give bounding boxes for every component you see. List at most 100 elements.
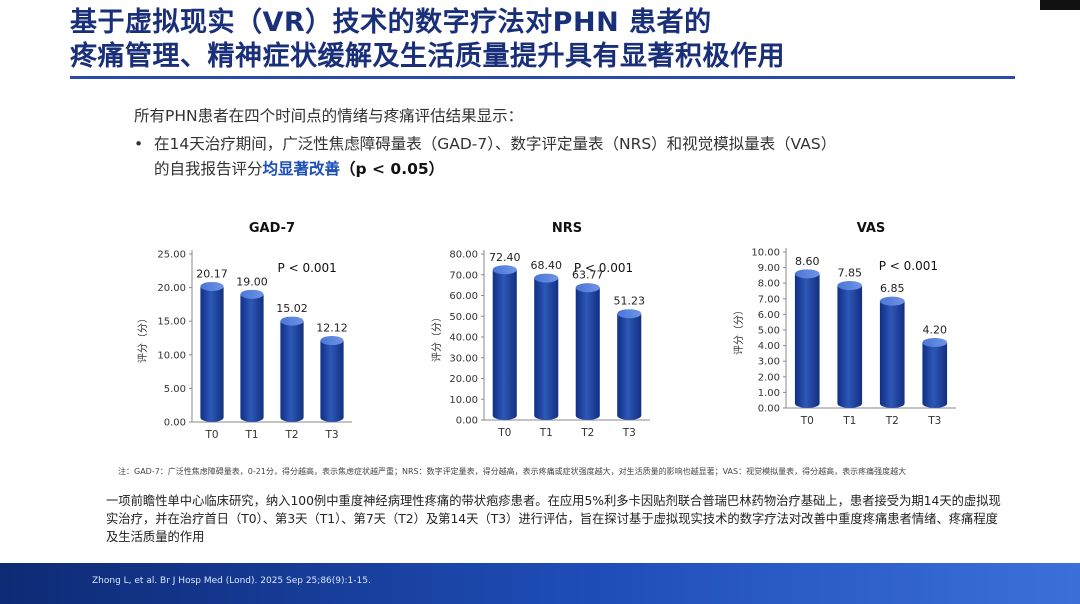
chart-gad7-value-label: 12.12 xyxy=(316,322,348,335)
chart-gad7-bar-top xyxy=(200,281,224,291)
chart-gad7-y-tick-label: 0.00 xyxy=(164,418,186,429)
title-divider xyxy=(70,76,1015,79)
slide-title-line1: 基于虚拟现实（VR）技术的数字疗法对PHN 患者的 xyxy=(70,7,712,38)
chart-nrs-x-tick-label: T0 xyxy=(497,427,511,439)
chart-nrs: NRS 0.00 10.00 20.00 30.00 40.00 50.00 60.00 70.… xyxy=(426,212,666,454)
chart-gad7-bar-top xyxy=(280,316,304,326)
bottom-band: Zhong L, et al. Br J Hosp Med (Lond). 20… xyxy=(0,563,1080,604)
chart-gad7-y-tick-label: 10.00 xyxy=(157,350,186,361)
chart-nrs-svg: NRS 0.00 10.00 20.00 30.00 40.00 50.00 60.00 70.… xyxy=(431,221,650,439)
chart-vas-bar xyxy=(794,273,820,408)
chart-vas-y-tick-label: 0.00 xyxy=(758,404,780,415)
chart-gad7-bar xyxy=(240,294,264,422)
footnote: 注：GAD-7：广泛性焦虑障碍量表，0-21分，得分越高，表示焦虑症状越严重；N… xyxy=(118,467,907,476)
chart-gad7-x-tick-label: T3 xyxy=(324,429,338,441)
chart-vas-bar-top xyxy=(922,337,948,347)
chart-nrs-bar-top xyxy=(617,309,642,319)
bullet-line2-prefix: 的自我报告评分 xyxy=(154,160,263,178)
chart-nrs-bar-top xyxy=(492,265,517,275)
chart-vas-y-tick-label: 2.00 xyxy=(758,372,780,383)
chart-gad7-x-tick-label: T0 xyxy=(204,429,218,441)
chart-gad7-bar-top xyxy=(240,289,264,299)
chart-vas-bar xyxy=(879,301,905,408)
chart-nrs-y-label: 评分（分） xyxy=(431,312,443,362)
chart-nrs-y-tick-label: 50.00 xyxy=(449,312,478,323)
chart-vas: VAS 0.00 1.00 2.00 3.00 4.00 5.00 6.00 7.00 8.00 9… xyxy=(728,212,978,454)
chart-gad7-x-tick-label: T1 xyxy=(244,429,258,441)
chart-vas-y-tick-label: 5.00 xyxy=(758,326,780,337)
chart-vas-y-tick-label: 8.00 xyxy=(758,279,780,290)
chart-nrs-y-tick-label: 60.00 xyxy=(449,291,478,302)
chart-vas-x-tick-label: T0 xyxy=(800,415,814,427)
intro-text: 所有PHN患者在四个时间点的情绪与疼痛评估结果显示： xyxy=(134,107,524,125)
chart-vas-bar xyxy=(922,342,948,408)
chart-vas-bar-top xyxy=(794,269,820,279)
chart-nrs-x-tick-label: T1 xyxy=(539,427,553,439)
chart-vas-p-value: P < 0.001 xyxy=(879,259,938,273)
corner-mark xyxy=(1040,0,1080,10)
chart-gad7-y-tick-label: 5.00 xyxy=(164,384,186,395)
bullet-point: • 在14天治疗期间，广泛性焦虑障碍量表（GAD-7）、数字评定量表（NRS）和… xyxy=(134,132,836,182)
chart-vas-x-tick-label: T1 xyxy=(842,415,856,427)
chart-nrs-y-tick-label: 70.00 xyxy=(449,270,478,281)
chart-gad7-bar-top xyxy=(320,336,344,346)
chart-nrs-x-tick-label: T3 xyxy=(622,427,636,439)
chart-vas-y-tick-label: 7.00 xyxy=(758,294,780,305)
chart-vas-bar-top xyxy=(879,296,905,306)
chart-nrs-title: NRS xyxy=(552,221,582,236)
chart-gad7-bar xyxy=(200,286,224,422)
chart-gad7-y-tick-label: 20.00 xyxy=(157,283,186,294)
chart-vas-bar xyxy=(837,285,863,408)
chart-vas-y-tick-label: 10.00 xyxy=(751,248,780,259)
citation: Zhong L, et al. Br J Hosp Med (Lond). 20… xyxy=(92,576,371,586)
chart-vas-y-tick-label: 3.00 xyxy=(758,357,780,368)
chart-nrs-bar-top xyxy=(575,283,600,293)
chart-vas-value-label: 4.20 xyxy=(923,323,948,336)
chart-gad7-bar xyxy=(280,321,304,422)
chart-vas-y-tick-label: 9.00 xyxy=(758,263,780,274)
chart-gad7-value-label: 19.00 xyxy=(236,275,268,288)
chart-vas-y-tick-label: 4.00 xyxy=(758,341,780,352)
chart-nrs-bar xyxy=(617,313,642,420)
chart-nrs-value-label: 63.77 xyxy=(572,269,604,282)
chart-nrs-y-tick-label: 40.00 xyxy=(449,333,478,344)
chart-gad7-y-tick-label: 25.00 xyxy=(157,250,186,261)
bullet-highlight: 均显著改善 xyxy=(262,160,341,178)
study-summary: 一项前瞻性单中心临床研究，纳入100例中重度神经病理性疼痛的带状疱疹患者。在应用… xyxy=(106,494,1001,544)
bullet-line1: 在14天治疗期间，广泛性焦虑障碍量表（GAD-7）、数字评定量表（NRS）和视觉… xyxy=(154,135,837,153)
chart-gad7: GAD-7 0.00 5.00 10.00 15.00 20.00 25.00 评分（分） P … xyxy=(132,212,372,454)
bullet-line2: 的自我报告评分均显著改善（p < 0.05） xyxy=(154,157,836,182)
chart-nrs-value-label: 68.40 xyxy=(531,259,563,272)
slide-title-line2: 疼痛管理、精神症状缓解及生活质量提升具有显著积极作用 xyxy=(70,41,785,72)
chart-vas-x-tick-label: T2 xyxy=(885,415,899,427)
chart-vas-x-tick-label: T3 xyxy=(927,415,941,427)
chart-nrs-bar xyxy=(534,278,559,420)
chart-nrs-y-tick-label: 20.00 xyxy=(449,374,478,385)
chart-gad7-x-tick-label: T2 xyxy=(284,429,298,441)
chart-gad7-y-label: 评分（分） xyxy=(137,313,149,363)
chart-vas-y-tick-label: 6.00 xyxy=(758,310,780,321)
chart-vas-title: VAS xyxy=(857,221,886,236)
chart-gad7-value-label: 20.17 xyxy=(196,267,228,280)
chart-nrs-p-value: P < 0.001 xyxy=(574,261,633,275)
chart-nrs-bar xyxy=(492,269,517,420)
chart-nrs-y-tick-label: 0.00 xyxy=(456,416,478,427)
chart-nrs-x-tick-label: T2 xyxy=(580,427,594,439)
chart-vas-y-tick-label: 1.00 xyxy=(758,388,780,399)
bullet-p-value: （p < 0.05） xyxy=(340,160,445,178)
chart-vas-value-label: 7.85 xyxy=(838,267,863,280)
chart-nrs-y-tick-label: 80.00 xyxy=(449,250,478,261)
chart-nrs-y-tick-label: 30.00 xyxy=(449,353,478,364)
chart-vas-bar-top xyxy=(837,281,863,291)
chart-vas-value-label: 6.85 xyxy=(880,282,905,295)
chart-nrs-value-label: 72.40 xyxy=(489,251,521,264)
chart-vas-y-label: 评分（分） xyxy=(733,305,745,355)
chart-gad7-svg: GAD-7 0.00 5.00 10.00 15.00 20.00 25.00 评分（分） P … xyxy=(137,221,352,441)
slide-title: 基于虚拟现实（VR）技术的数字疗法对PHN 患者的 疼痛管理、精神症状缓解及生活… xyxy=(70,6,1030,74)
chart-gad7-p-value: P < 0.001 xyxy=(278,261,337,275)
chart-nrs-y-tick-label: 10.00 xyxy=(449,395,478,406)
chart-nrs-bar xyxy=(575,287,600,420)
chart-gad7-y-tick-label: 15.00 xyxy=(157,317,186,328)
chart-vas-svg: VAS 0.00 1.00 2.00 3.00 4.00 5.00 6.00 7.00 8.00 9… xyxy=(733,221,956,427)
chart-gad7-value-label: 15.02 xyxy=(276,302,308,315)
